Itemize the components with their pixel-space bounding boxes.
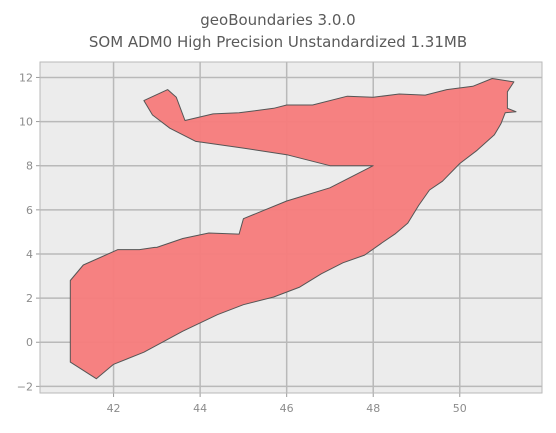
x-tick-label: 48 [366,402,380,415]
y-tick-label: 12 [19,71,33,84]
x-tick-label: 44 [193,402,207,415]
x-tick-label: 42 [107,402,121,415]
x-tick-label: 46 [280,402,294,415]
somalia-boundary [69,78,517,380]
y-tick-label: 4 [26,248,33,261]
y-tick-label: 0 [26,336,33,349]
y-tick-label: 2 [26,292,33,305]
map-title-line2: SOM ADM0 High Precision Unstandardized 1… [88,33,468,51]
y-tick-label: 10 [19,116,33,129]
plot-frame [39,61,543,394]
map-title-line1: geoBoundaries 3.0.0 [200,11,356,29]
x-tick-label: 50 [453,402,467,415]
y-tick-label: 6 [26,204,33,217]
y-tick-label: 8 [26,160,33,173]
y-tick-label: −2 [17,380,33,393]
